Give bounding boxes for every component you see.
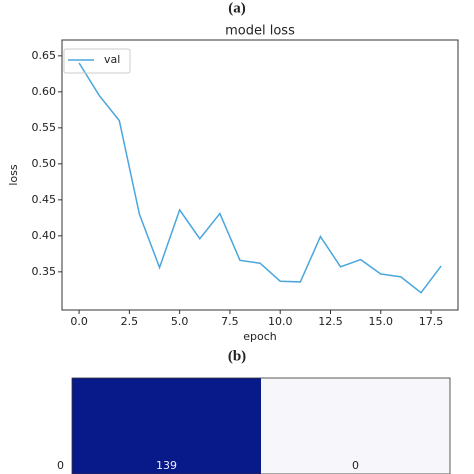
cell-label: 0 — [352, 459, 359, 472]
y-axis-label: loss — [7, 164, 20, 186]
y-tick-label: 0.60 — [32, 85, 57, 98]
heatmap-frame — [71, 377, 451, 474]
y-tick-label: 0.40 — [32, 229, 57, 242]
y-tick-label: 0.55 — [32, 121, 57, 134]
heatmap-cell — [261, 378, 450, 474]
x-tick-label: 0.0 — [70, 315, 88, 328]
x-tick-label: 15.0 — [369, 315, 394, 328]
row-label: 0 — [57, 459, 64, 472]
x-tick-label: 5.0 — [171, 315, 189, 328]
panel-label: (b) — [228, 348, 246, 364]
y-tick-label: 0.65 — [32, 49, 57, 62]
line — [78, 62, 442, 294]
plot-frame — [61, 39, 459, 311]
legend-box — [63, 48, 131, 74]
x-axis-label: epoch — [243, 330, 277, 343]
legend-label: val — [104, 53, 120, 66]
x-tick-label: 7.5 — [221, 315, 239, 328]
chart-title: model loss — [225, 24, 295, 39]
cell-label: 139 — [156, 459, 177, 472]
y-tick-label: 0.35 — [32, 265, 57, 278]
y-tick-label: 0.50 — [32, 157, 57, 170]
x-tick-label: 12.5 — [318, 315, 343, 328]
panel-label: (a) — [228, 0, 246, 16]
y-tick-label: 0.45 — [32, 193, 57, 206]
x-tick-label: 2.5 — [121, 315, 139, 328]
x-tick-label: 17.5 — [419, 315, 444, 328]
x-tick-label: 10.0 — [268, 315, 293, 328]
heatmap-cell — [72, 378, 261, 474]
